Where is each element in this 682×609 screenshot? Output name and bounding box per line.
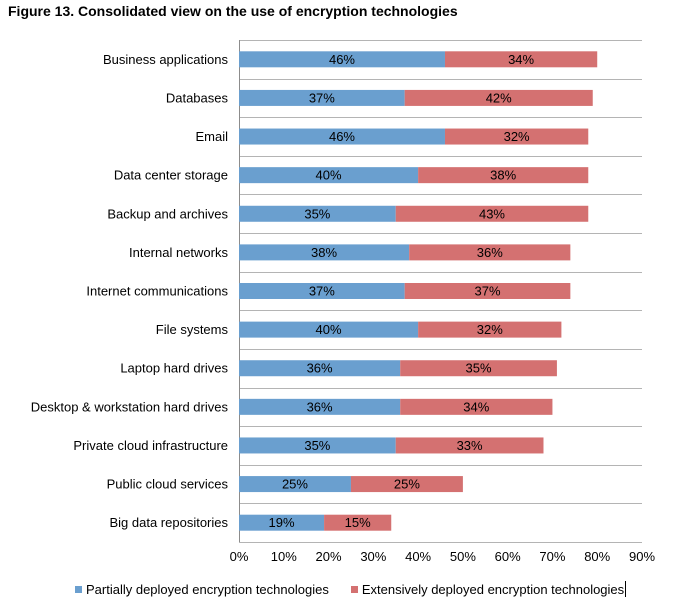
legend-item-extensive: Extensively deployed encryption technolo… <box>350 581 627 597</box>
data-label: 40% <box>316 322 342 337</box>
category-label: Laptop hard drives <box>120 361 228 376</box>
bar-segment <box>404 89 593 106</box>
category-label: Internet communications <box>86 284 228 299</box>
data-label: 35% <box>304 206 330 221</box>
bar-segment <box>324 514 392 531</box>
bar-segment <box>239 398 401 415</box>
data-label: 32% <box>504 129 530 144</box>
bar-segment <box>239 89 405 106</box>
legend-label-extensive: Extensively deployed encryption technolo… <box>361 581 625 597</box>
bar-segment <box>239 514 325 531</box>
bar-segment <box>239 476 351 493</box>
data-label: 36% <box>307 361 333 376</box>
data-label: 25% <box>394 477 420 492</box>
bar-segment <box>350 476 463 493</box>
bar-segment <box>239 205 396 222</box>
bar-segment <box>409 244 571 261</box>
category-label: Backup and archives <box>107 206 228 221</box>
category-label: Email <box>195 129 228 144</box>
data-label: 46% <box>329 129 355 144</box>
data-label: 37% <box>475 284 501 299</box>
x-tick-label: 20% <box>316 549 342 564</box>
bar-segment <box>239 244 410 261</box>
legend-swatch-partial <box>75 585 82 593</box>
bar-segment <box>395 437 544 454</box>
data-label: 37% <box>309 284 335 299</box>
category-label: Data center storage <box>114 168 228 183</box>
x-tick-label: 80% <box>584 549 610 564</box>
category-label: Business applications <box>103 52 229 67</box>
category-label: Desktop & workstation hard drives <box>31 399 229 414</box>
data-label: 37% <box>309 90 335 105</box>
x-tick-label: 30% <box>360 549 386 564</box>
bar-segment <box>444 128 589 145</box>
text-cursor <box>625 581 627 597</box>
bar-segment <box>400 360 557 377</box>
data-label: 35% <box>466 361 492 376</box>
data-label: 36% <box>307 399 333 414</box>
bar-segment <box>239 283 405 299</box>
x-tick-label: 10% <box>271 549 297 564</box>
category-label: Big data repositories <box>109 515 228 530</box>
x-tick-label: 50% <box>450 549 476 564</box>
legend-swatch-extensive <box>350 585 358 593</box>
data-label: 43% <box>479 206 505 221</box>
x-tick-label: 40% <box>405 549 431 564</box>
data-label: 15% <box>345 515 371 530</box>
bar-segment <box>418 167 589 184</box>
data-label: 36% <box>477 245 503 260</box>
bar-segment <box>400 398 553 415</box>
category-label: Public cloud services <box>107 477 229 492</box>
data-label: 33% <box>457 438 483 453</box>
bar-segment <box>239 321 419 338</box>
chart-plot: Business applications 46% 34% Databases 37% 4… <box>31 40 655 564</box>
bar-segment <box>239 437 396 454</box>
data-label: 40% <box>316 168 342 183</box>
legend-label-partial: Partially deployed encryption technologi… <box>86 581 329 597</box>
bar-segment <box>239 51 445 68</box>
x-tick-label: 70% <box>539 549 565 564</box>
bar-segment <box>239 128 445 145</box>
data-label: 38% <box>311 245 337 260</box>
category-label: Private cloud infrastructure <box>73 438 228 453</box>
x-tick-label: 60% <box>495 549 521 564</box>
data-label: 25% <box>282 477 308 492</box>
chart-title: Figure 13. Consolidated view on the use … <box>8 3 458 19</box>
bar-segment <box>418 321 562 338</box>
bar-segment <box>239 360 401 377</box>
data-label: 46% <box>329 52 355 67</box>
bar-segment <box>395 205 589 222</box>
bar-segment <box>404 283 571 299</box>
data-label: 34% <box>508 52 534 67</box>
x-tick-label: 90% <box>629 549 655 564</box>
legend-item-partial: Partially deployed encryption technologi… <box>75 582 329 597</box>
bar-segment <box>239 167 419 184</box>
bar-segment <box>444 51 598 68</box>
category-label: Internal networks <box>129 245 228 260</box>
category-label: File systems <box>156 322 229 337</box>
data-label: 19% <box>269 515 295 530</box>
data-label: 38% <box>490 168 516 183</box>
data-label: 42% <box>486 90 512 105</box>
x-tick-label: 0% <box>230 549 249 564</box>
category-label: Databases <box>166 90 229 105</box>
data-label: 32% <box>477 322 503 337</box>
data-label: 35% <box>304 438 330 453</box>
legend: Partially deployed encryption technologi… <box>75 581 648 597</box>
data-label: 34% <box>463 399 489 414</box>
